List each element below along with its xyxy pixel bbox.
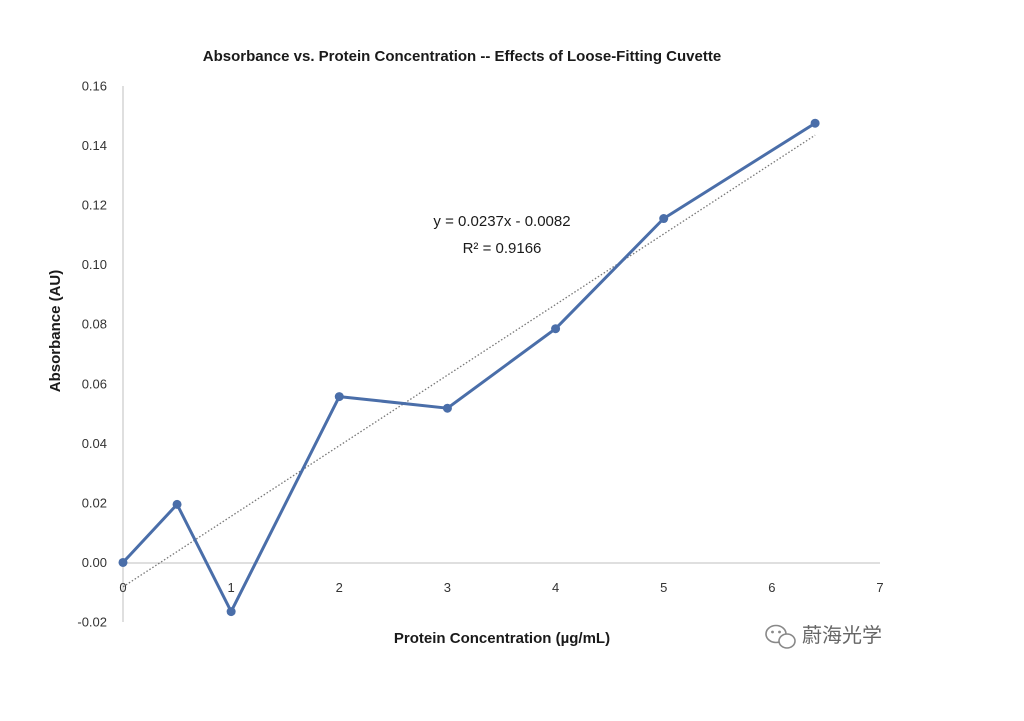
y-axis-title: Absorbance (AU) (47, 270, 64, 393)
x-tick-label: 3 (444, 580, 451, 595)
y-tick-label: 0.06 (82, 376, 107, 391)
y-tick-label: 0.08 (82, 317, 107, 332)
y-tick-label: -0.02 (77, 615, 107, 630)
x-axis-title: Protein Concentration (µg/mL) (394, 630, 610, 647)
x-tick-label: 2 (336, 580, 343, 595)
data-point (810, 118, 820, 128)
chart-title: Absorbance vs. Protein Concentration -- … (203, 48, 721, 65)
x-tick-label: 7 (876, 580, 883, 595)
data-point (442, 403, 452, 413)
watermark: 蔚海光学 (765, 623, 882, 649)
x-tick-label: 5 (660, 580, 667, 595)
x-tick-label: 4 (552, 580, 559, 595)
trendline-equation: y = 0.0237x - 0.0082 (433, 213, 570, 230)
y-tick-label: 0.00 (82, 555, 107, 570)
data-point (659, 214, 669, 224)
linear-trendline (122, 134, 816, 588)
trendline-group (122, 134, 816, 588)
data-point (551, 324, 561, 334)
x-tick-labels: 0 1 2 3 4 5 6 7 (119, 580, 883, 595)
y-tick-label: 0.16 (82, 79, 107, 94)
y-tick-labels: -0.02 0.00 0.02 0.04 0.06 0.08 0.10 0.12 0.14 0.1… (77, 79, 107, 630)
watermark-text: 蔚海光学 (802, 623, 882, 647)
y-tick-label: 0.12 (82, 198, 107, 213)
data-point (172, 499, 182, 509)
y-tick-label: 0.02 (82, 495, 107, 510)
x-tick-label: 1 (228, 580, 235, 595)
trendline-r-squared: R² = 0.9166 (463, 240, 542, 257)
data-point (118, 557, 128, 567)
x-tick-label: 0 (119, 580, 126, 595)
series-line (121, 121, 817, 614)
wechat-icon (765, 624, 796, 649)
y-tick-label: 0.10 (82, 257, 107, 272)
data-point (226, 607, 236, 617)
x-tick-label: 6 (768, 580, 775, 595)
y-tick-label: 0.04 (82, 436, 107, 451)
series-group (118, 118, 820, 617)
y-tick-label: 0.14 (82, 138, 107, 153)
data-point (334, 392, 344, 402)
axes (122, 86, 880, 622)
